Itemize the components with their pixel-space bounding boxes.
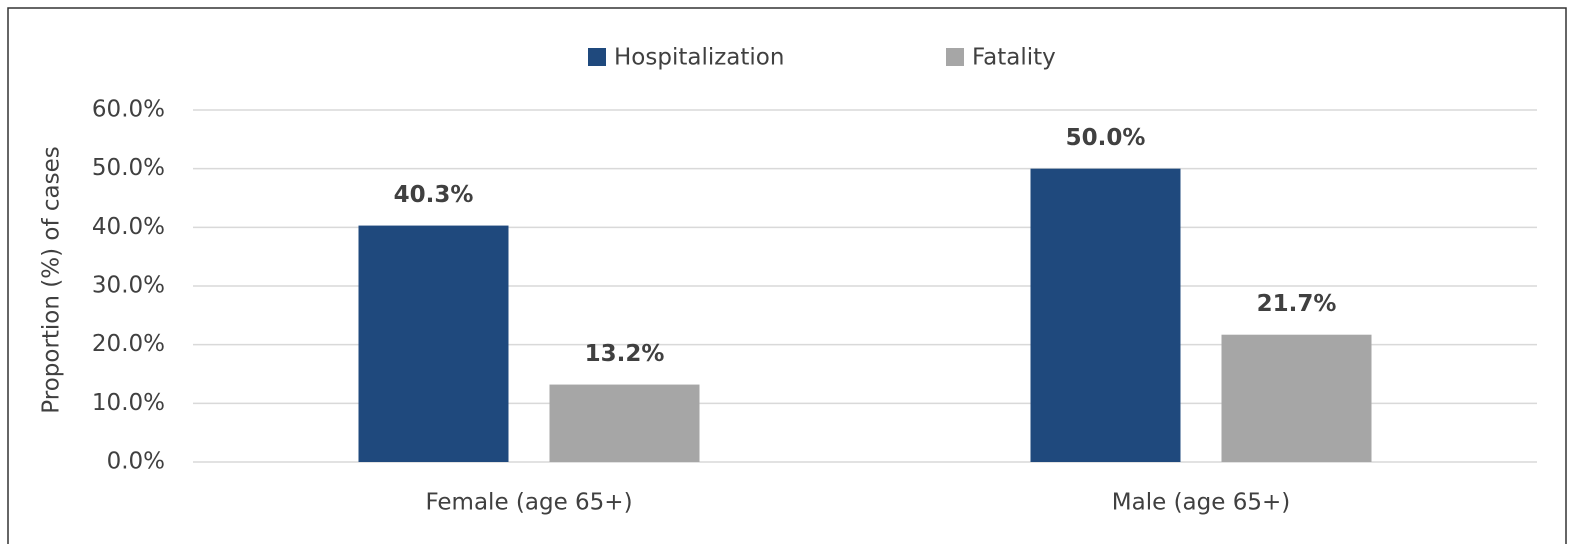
x-tick-label: Male (age 65+) [1112, 490, 1290, 516]
bar [1221, 334, 1372, 462]
x-tick-label: Female (age 65+) [425, 490, 632, 516]
bar [1030, 168, 1181, 462]
bar [549, 384, 700, 462]
y-tick-label: 50.0% [92, 155, 165, 181]
legend-swatch [588, 48, 606, 66]
y-tick-label: 30.0% [92, 273, 165, 299]
y-tick-label: 20.0% [92, 331, 165, 357]
value-label: 50.0% [1066, 125, 1146, 151]
value-label: 13.2% [585, 341, 665, 367]
value-label: 21.7% [1257, 291, 1337, 317]
y-tick-label: 40.0% [92, 214, 165, 240]
legend-swatch [946, 48, 964, 66]
y-tick-label: 0.0% [107, 449, 165, 475]
chart-frame [7, 7, 1567, 544]
y-tick-label: 10.0% [92, 390, 165, 416]
y-tick-label: 60.0% [92, 97, 165, 123]
bar [358, 225, 509, 462]
legend-label: Fatality [972, 45, 1056, 71]
legend-label: Hospitalization [614, 45, 784, 71]
value-label: 40.3% [394, 182, 474, 208]
y-axis-label: Proportion (%) of cases [39, 146, 65, 413]
